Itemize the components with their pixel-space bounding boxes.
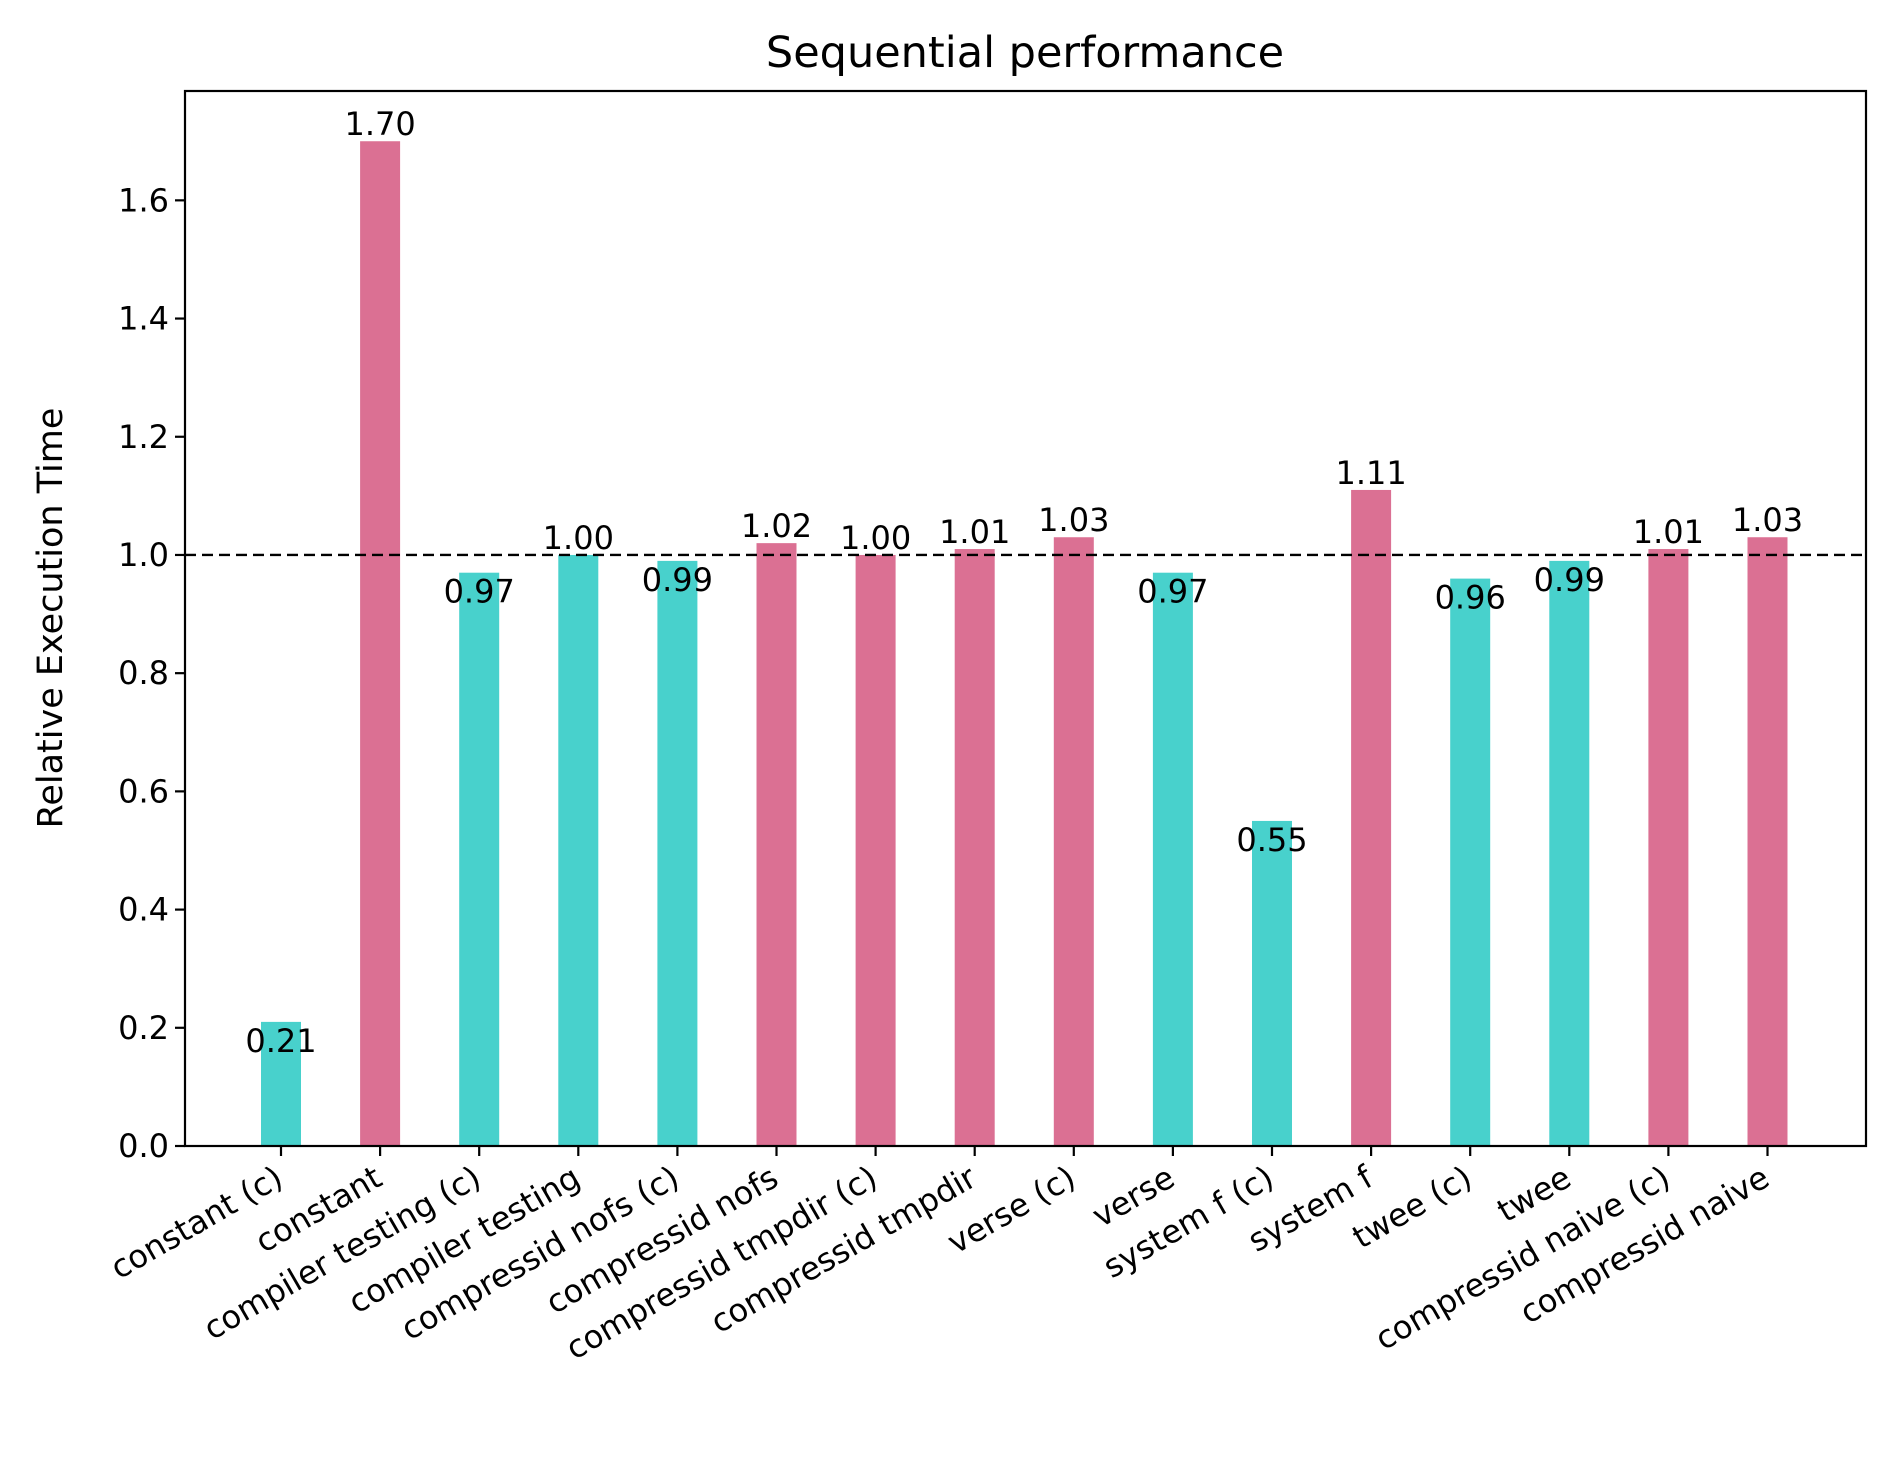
plot-frame [183,89,1868,1148]
bars [261,141,1788,1146]
bar [657,560,698,1146]
bar [1549,560,1590,1146]
bar [756,543,797,1146]
bar-value-label: 0.96 [1435,579,1506,617]
bar [1648,549,1689,1146]
bar-value-label: 0.97 [1137,573,1208,611]
bar [954,549,995,1146]
bar [558,554,599,1146]
bar [1152,572,1193,1146]
bar-value-label: 1.01 [1633,513,1704,551]
bar-value-label: 0.99 [642,561,713,599]
data-labels: 0.21 1.70 0.97 1.00 0.99 1.02 1.00 1.01 1.03 0.97… [245,105,1803,1060]
bar-value-label: 1.02 [741,507,812,545]
bar-value-label: 0.99 [1534,561,1605,599]
y-tick-label: 0.8 [118,654,169,692]
y-tick-label: 0.0 [118,1127,169,1165]
bar [459,572,500,1146]
y-tick-label: 1.4 [118,300,169,338]
y-tick-label: 1.0 [118,536,169,574]
bar [1747,537,1788,1146]
y-tick-label: 0.6 [118,772,169,810]
bar-value-label: 0.21 [245,1022,316,1060]
bar [1053,537,1094,1146]
y-axis-label: Relative Execution Time [31,408,71,829]
bar [1252,820,1292,1146]
chart-title: Sequential performance [766,28,1284,78]
bar-value-label: 0.97 [444,573,515,611]
bar [360,141,401,1146]
bar [1450,578,1491,1146]
y-tick-label: 1.2 [118,418,169,456]
y-tick-label: 0.2 [118,1009,169,1047]
y-axis: 0.0 0.2 0.4 0.6 0.8 1.0 1.2 1.4 1.6 [118,181,185,1165]
bar-value-label: 1.00 [543,519,614,557]
bar-value-label: 0.55 [1236,821,1307,859]
bar-value-label: 1.00 [840,519,911,557]
bar [1351,489,1392,1146]
bar-value-label: 1.01 [939,513,1010,551]
bar [261,1021,301,1146]
y-tick-label: 1.6 [118,181,169,219]
bar-value-label: 1.03 [1038,501,1109,539]
bar-value-label: 1.70 [344,105,415,143]
y-tick-label: 0.4 [118,891,169,929]
bar [855,554,896,1146]
bar-value-label: 1.11 [1335,454,1406,492]
bar-value-label: 1.03 [1732,501,1803,539]
